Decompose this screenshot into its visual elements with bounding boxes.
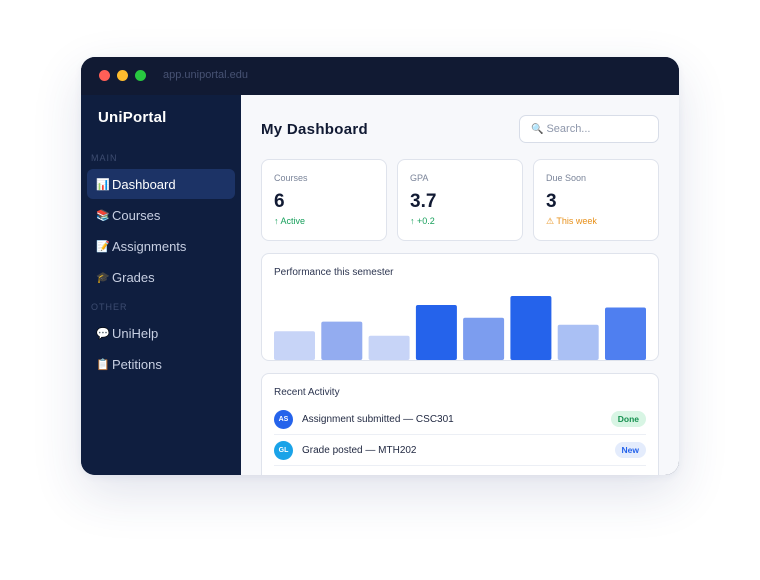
graduation-cap-icon: 🎓 [96, 271, 110, 284]
stat-trend: ↑ +0.2 [410, 216, 435, 226]
sidebar-item-unihelp[interactable]: 💬 UniHelp [87, 318, 235, 348]
memo-icon: 📝 [96, 240, 110, 253]
activity-title: Recent Activity [274, 387, 340, 398]
chart-icon: 📊 [96, 178, 110, 191]
performance-bar-chart [274, 296, 646, 360]
chart-bar-6 [510, 296, 552, 360]
sidebar: UniPortal MAIN 📊 Dashboard 📚 Courses 📝 A… [81, 95, 241, 475]
chart-bar-5 [463, 317, 505, 360]
avatar: AS [274, 409, 293, 429]
sidebar-item-label: Assignments [112, 238, 187, 254]
close-window-button[interactable] [99, 70, 110, 81]
stat-label: Courses [274, 173, 308, 183]
stat-warning: ⚠ This week [546, 216, 597, 226]
main-content: My Dashboard 🔍 Search... Courses 6 ↑ Act… [241, 95, 679, 475]
stat-value: 6 [274, 191, 285, 212]
clipboard-icon: 📋 [96, 358, 110, 371]
title-bar: app.uniportal.edu [81, 57, 679, 95]
search-placeholder: Search... [546, 123, 591, 135]
sidebar-item-label: Petitions [112, 356, 162, 372]
stat-trend: ↑ Active [274, 216, 306, 226]
sidebar-item-petitions[interactable]: 📋 Petitions [87, 349, 235, 379]
stat-value: 3.7 [410, 191, 437, 212]
sidebar-item-label: Dashboard [112, 176, 176, 192]
activity-row[interactable]: AS Assignment submitted — CSC301 Done [274, 408, 646, 430]
status-badge: New [614, 442, 646, 458]
sidebar-item-label: Grades [112, 269, 155, 285]
activity-text: Grade posted — MTH202 [302, 444, 417, 456]
sidebar-item-label: Courses [112, 207, 161, 223]
page-title: My Dashboard [261, 121, 368, 138]
sidebar-item-label: UniHelp [112, 325, 159, 341]
chart-bar-1 [274, 331, 315, 360]
stat-card-courses[interactable]: Courses 6 ↑ Active [261, 159, 387, 241]
section-label-main: MAIN [91, 153, 118, 163]
sidebar-item-courses[interactable]: 📚 Courses [87, 200, 235, 230]
chart-bar-4 [415, 305, 457, 360]
maximize-window-button[interactable] [135, 70, 146, 81]
browser-window: app.uniportal.edu UniPortal MAIN 📊 Dashb… [81, 57, 679, 475]
divider [274, 434, 646, 435]
minimize-window-button[interactable] [117, 70, 128, 81]
chart-bar-2 [321, 321, 363, 360]
books-icon: 📚 [96, 209, 110, 222]
divider [274, 465, 646, 466]
stat-value: 3 [546, 191, 557, 212]
section-label-other: OTHER [91, 302, 128, 312]
sidebar-item-dashboard[interactable]: 📊 Dashboard [87, 169, 235, 199]
stat-label: Due Soon [546, 173, 587, 183]
brand-logo[interactable]: UniPortal [98, 109, 167, 126]
stat-label: GPA [410, 173, 429, 183]
chart-bar-8 [605, 307, 646, 360]
stat-card-due-soon[interactable]: Due Soon 3 ⚠ This week [533, 159, 659, 241]
sidebar-item-grades[interactable]: 🎓 Grades [87, 262, 235, 292]
address-bar[interactable]: app.uniportal.edu [163, 69, 249, 81]
chart-bar-7 [557, 324, 599, 360]
search-icon: 🔍 [531, 123, 544, 135]
activity-row[interactable]: GL Grade posted — MTH202 New [274, 439, 646, 461]
chart-title: Performance this semester [274, 267, 394, 278]
performance-card: Performance this semester [261, 253, 659, 361]
search-input[interactable]: 🔍 Search... [519, 115, 659, 143]
stat-card-gpa[interactable]: GPA 3.7 ↑ +0.2 [397, 159, 523, 241]
sidebar-item-assignments[interactable]: 📝 Assignments [87, 231, 235, 261]
status-badge: Done [610, 411, 646, 427]
speech-bubble-icon: 💬 [96, 327, 110, 340]
chart-bar-3 [368, 335, 410, 360]
recent-activity-card: Recent Activity AS Assignment submitted … [261, 373, 659, 475]
avatar: GL [274, 440, 293, 460]
activity-text: Assignment submitted — CSC301 [302, 413, 454, 425]
